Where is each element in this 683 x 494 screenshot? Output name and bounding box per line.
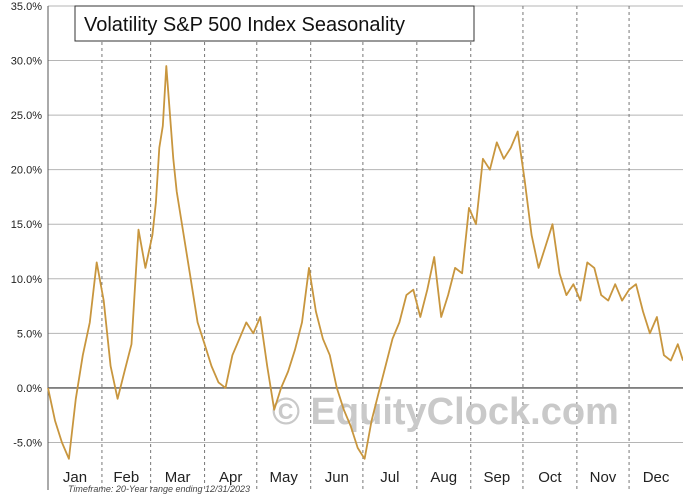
- x-tick-label: Nov: [590, 469, 617, 486]
- y-tick-label: -5.0%: [13, 437, 42, 449]
- y-tick-label: 35.0%: [11, 1, 42, 13]
- chart-title: Volatility S&P 500 Index Seasonality: [84, 14, 405, 36]
- x-axis-ticks: Jan Feb Mar Apr May Jun Jul Aug Sep Oct Nov Dec: [63, 469, 670, 486]
- x-tick-label: Jan: [63, 469, 87, 486]
- title-frame: [74, 5, 475, 42]
- series-line: [47, 65, 683, 460]
- x-tick-label: Jul: [380, 469, 399, 486]
- x-tick-label: Mar: [165, 469, 191, 486]
- x-tick-label: May: [270, 469, 299, 486]
- x-tick-label: Aug: [430, 469, 457, 486]
- x-tick-label: Oct: [538, 469, 562, 486]
- y-tick-label: 0.0%: [17, 383, 42, 395]
- y-tick-label: 10.0%: [11, 274, 42, 286]
- y-tick-label: 5.0%: [17, 328, 42, 340]
- timeframe-footnote: Timeframe: 20-Year range ending 12/31/20…: [68, 484, 250, 494]
- y-axis-ticks: 35.0% 30.0% 25.0% 20.0% 15.0% 10.0% 5.0% 0.0% -5…: [11, 1, 42, 449]
- watermark-text: © EquityClock.com: [272, 391, 619, 433]
- x-tick-label: Apr: [219, 469, 242, 486]
- x-tick-label: Feb: [113, 469, 139, 486]
- grid: [47, 5, 683, 490]
- title-box: Volatility S&P 500 Index Seasonality: [74, 5, 475, 42]
- x-tick-label: Dec: [643, 469, 670, 486]
- y-tick-label: 30.0%: [11, 56, 42, 68]
- y-tick-label: 20.0%: [11, 165, 42, 177]
- x-tick-label: Sep: [483, 469, 510, 486]
- y-tick-label: 25.0%: [11, 110, 42, 122]
- x-tick-label: Jun: [325, 469, 349, 486]
- y-tick-label: 15.0%: [11, 219, 42, 231]
